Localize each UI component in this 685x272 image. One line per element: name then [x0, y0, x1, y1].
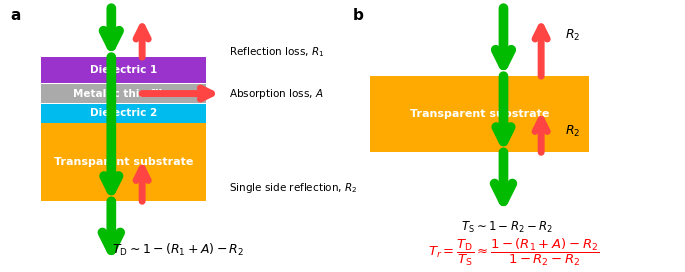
Bar — [41, 57, 206, 83]
Text: Single side reflection, $R_2$: Single side reflection, $R_2$ — [229, 181, 358, 195]
Text: $T_\mathrm{S}\sim 1-R_2-R_2$: $T_\mathrm{S}\sim 1-R_2-R_2$ — [461, 220, 553, 236]
Text: $R_2$: $R_2$ — [565, 124, 580, 140]
Text: Absorption loss, $A$: Absorption loss, $A$ — [229, 86, 324, 101]
Text: Reflection loss, $R_1$: Reflection loss, $R_1$ — [229, 45, 325, 58]
Text: $R_2$: $R_2$ — [565, 28, 580, 43]
Bar — [41, 104, 206, 123]
Text: Transparent substrate: Transparent substrate — [53, 157, 193, 167]
Text: b: b — [353, 8, 364, 23]
Text: a: a — [10, 8, 21, 23]
Text: Dielectric 1: Dielectric 1 — [90, 65, 157, 75]
Text: $T_\mathrm{D}\sim 1-(R_1+A)-R_2$: $T_\mathrm{D}\sim 1-(R_1+A)-R_2$ — [112, 242, 245, 258]
Text: Dielectric 2: Dielectric 2 — [90, 109, 157, 118]
Text: $T_r=\dfrac{T_\mathrm{D}}{T_\mathrm{S}}\approx\dfrac{1-(R_1+A)-R_2}{1-R_2-R_2}$: $T_r=\dfrac{T_\mathrm{D}}{T_\mathrm{S}}\… — [428, 237, 599, 268]
Text: Transparent substrate: Transparent substrate — [410, 109, 549, 119]
Bar — [41, 84, 206, 103]
Bar — [370, 76, 589, 152]
Text: Metallic thin film: Metallic thin film — [73, 89, 173, 98]
Bar — [41, 123, 206, 201]
